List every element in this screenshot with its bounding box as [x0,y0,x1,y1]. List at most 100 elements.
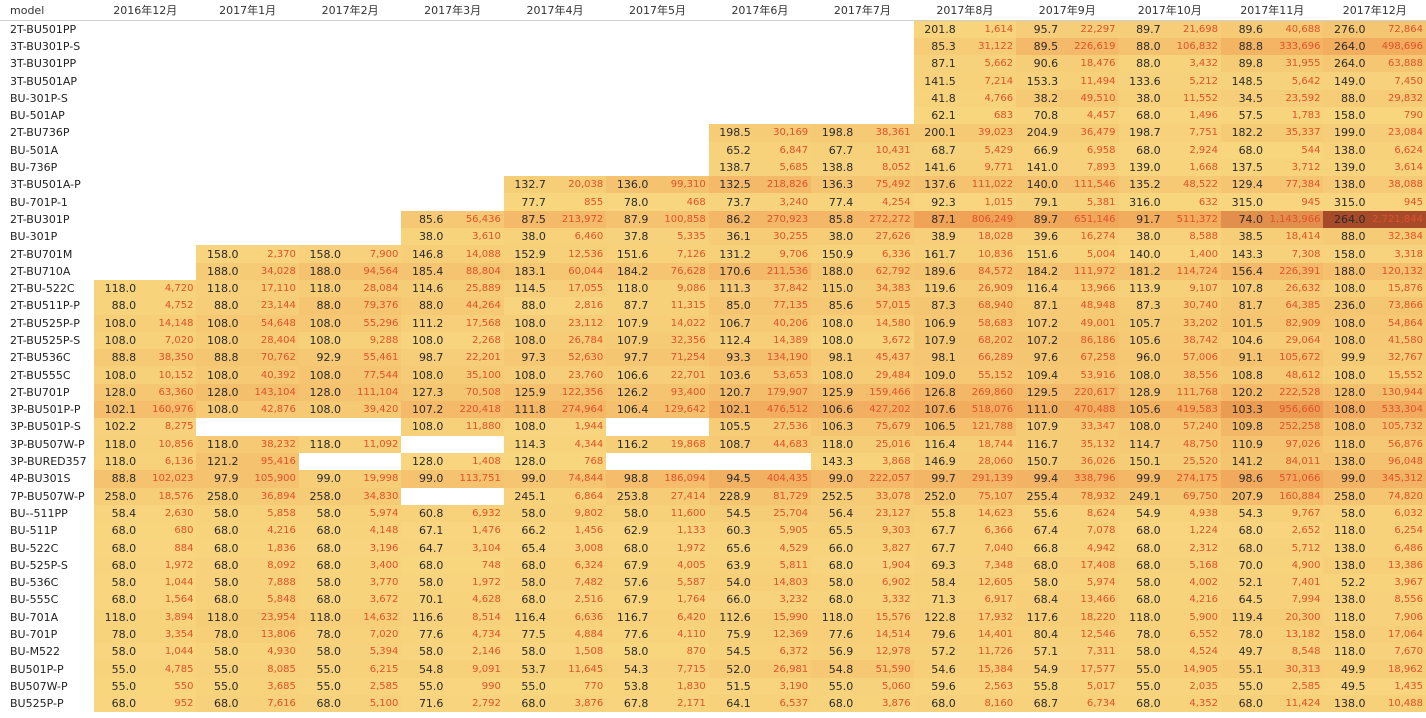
cell-value: 68.0 [1220,695,1267,713]
cell-value: 68.0 [811,591,857,609]
empty-cell [241,20,299,38]
model-name: 2T-BU525P-P [0,314,94,332]
cell-quantity: 13,386 [1368,556,1426,574]
cell-quantity: 7,670 [1368,643,1426,661]
cell-quantity: 7,450 [1368,72,1426,90]
table-row: BU-525P-S 68.0 1,972 68.0 8,092 68.0 3,400 68.0… [0,556,1426,574]
cell-quantity: 3,240 [753,193,812,211]
cell-value: 78.0 [1118,625,1164,644]
cell-value: 38.9 [913,228,959,246]
cell-quantity: 7,482 [548,574,607,592]
empty-cell [343,452,402,471]
cell-quantity: 3,190 [753,677,812,696]
cell-quantity: 4,628 [446,591,504,609]
empty-cell [241,141,299,159]
cell-value: 106.6 [606,366,652,384]
cell-value: 55.1 [1220,660,1267,678]
cell-value: 132.5 [708,176,754,194]
model-name: BU-555C [0,591,94,609]
cell-value: 66.2 [503,522,549,540]
cell-value: 58.0 [1118,574,1164,592]
cell-value: 108.0 [503,331,549,350]
cell-quantity: 404,435 [753,470,812,488]
cell-quantity: 19,868 [651,435,709,453]
cell-quantity: 18,220 [1061,608,1119,626]
cell-value: 136.0 [606,176,652,194]
cell-quantity: 226,391 [1266,262,1324,280]
empty-cell [401,124,447,142]
cell-quantity: 23,127 [856,504,914,523]
cell-value: 118.0 [196,435,242,453]
cell-value: 137.5 [1220,158,1267,177]
empty-cell [606,124,652,142]
cell-quantity: 1,944 [548,418,607,436]
cell-quantity: 22,297 [1061,20,1119,38]
cell-value: 316.0 [1118,193,1164,211]
model-name: BU507W-P [0,677,94,696]
empty-cell [651,72,709,90]
cell-value: 182.2 [1220,124,1267,142]
table-row: BU-536C 58.0 1,044 58.0 7,888 58.0 3,770 58.0 1,… [0,574,1426,592]
table-row: BU-511P 68.0 680 68.0 4,216 68.0 4,148 67.1 1,47… [0,522,1426,540]
cell-quantity: 45,437 [856,349,914,367]
cell-quantity: 31,122 [958,37,1017,56]
cell-quantity: 7,893 [1061,158,1119,177]
cell-quantity: 94,564 [343,262,402,280]
empty-cell [94,124,140,142]
cell-value: 204.9 [1016,124,1062,142]
cell-value: 108.7 [708,435,754,453]
empty-cell [856,55,914,73]
cell-quantity: 40,392 [241,366,299,384]
empty-cell [298,72,344,90]
cell-quantity: 1,836 [241,539,299,557]
model-name: 2T-BU701P [0,383,94,402]
cell-quantity: 19,998 [343,470,402,488]
cell-value: 51.5 [708,677,754,696]
empty-cell [401,37,447,56]
cell-value: 258.0 [196,487,242,505]
empty-cell [446,37,504,56]
cell-quantity: 75,492 [856,176,914,194]
cell-value: 143.3 [1220,245,1267,263]
cell-quantity: 218,826 [753,176,812,194]
cell-quantity: 143,104 [241,383,299,402]
cell-value: 68.0 [94,591,140,609]
cell-value: 68.0 [1118,556,1164,574]
cell-value: 108.0 [1118,366,1164,384]
cell-quantity: 9,303 [856,522,914,540]
cell-quantity: 38,350 [139,349,197,367]
cell-quantity: 4,002 [1163,574,1221,592]
cell-quantity: 7,888 [241,574,299,592]
cell-quantity: 3,232 [753,591,812,609]
empty-cell [196,124,242,142]
cell-value: 111.2 [401,314,447,332]
cell-value: 108.0 [298,314,344,332]
cell-quantity: 62,792 [856,262,914,280]
cell-quantity: 6,366 [958,522,1017,540]
empty-cell [241,193,299,211]
cell-value: 58.0 [811,574,857,592]
cell-quantity: 121,788 [958,418,1017,436]
empty-cell [503,158,549,177]
cell-value: 54.3 [1220,504,1267,523]
empty-cell [196,20,242,38]
cell-value: 108.0 [196,366,242,384]
cell-quantity: 69,750 [1163,487,1221,505]
cell-value: 89.6 [1220,20,1267,38]
cell-quantity: 14,623 [958,504,1017,523]
cell-quantity: 806,249 [958,210,1017,229]
table-row: 3T-BU501A-P 132.7 20,038 136.0 99,310 132.5 21… [0,176,1426,194]
cell-value: 55.0 [196,660,242,678]
cell-value: 68.0 [1118,106,1164,125]
cell-quantity: 44,683 [753,435,812,453]
table-row: BU-301P 38.0 3,610 38.0 6,460 37.8 5,335 36.1 30… [0,228,1426,246]
cell-quantity: 6,624 [1368,141,1426,159]
cell-value: 141.5 [913,72,959,90]
cell-quantity: 25,889 [446,279,504,298]
empty-cell [241,37,299,56]
cell-quantity: 9,086 [651,279,709,298]
cell-quantity: 26,981 [753,660,812,678]
month-header: 2017年1月 [196,0,299,21]
empty-cell [343,158,402,177]
cell-value: 55.0 [298,677,344,696]
